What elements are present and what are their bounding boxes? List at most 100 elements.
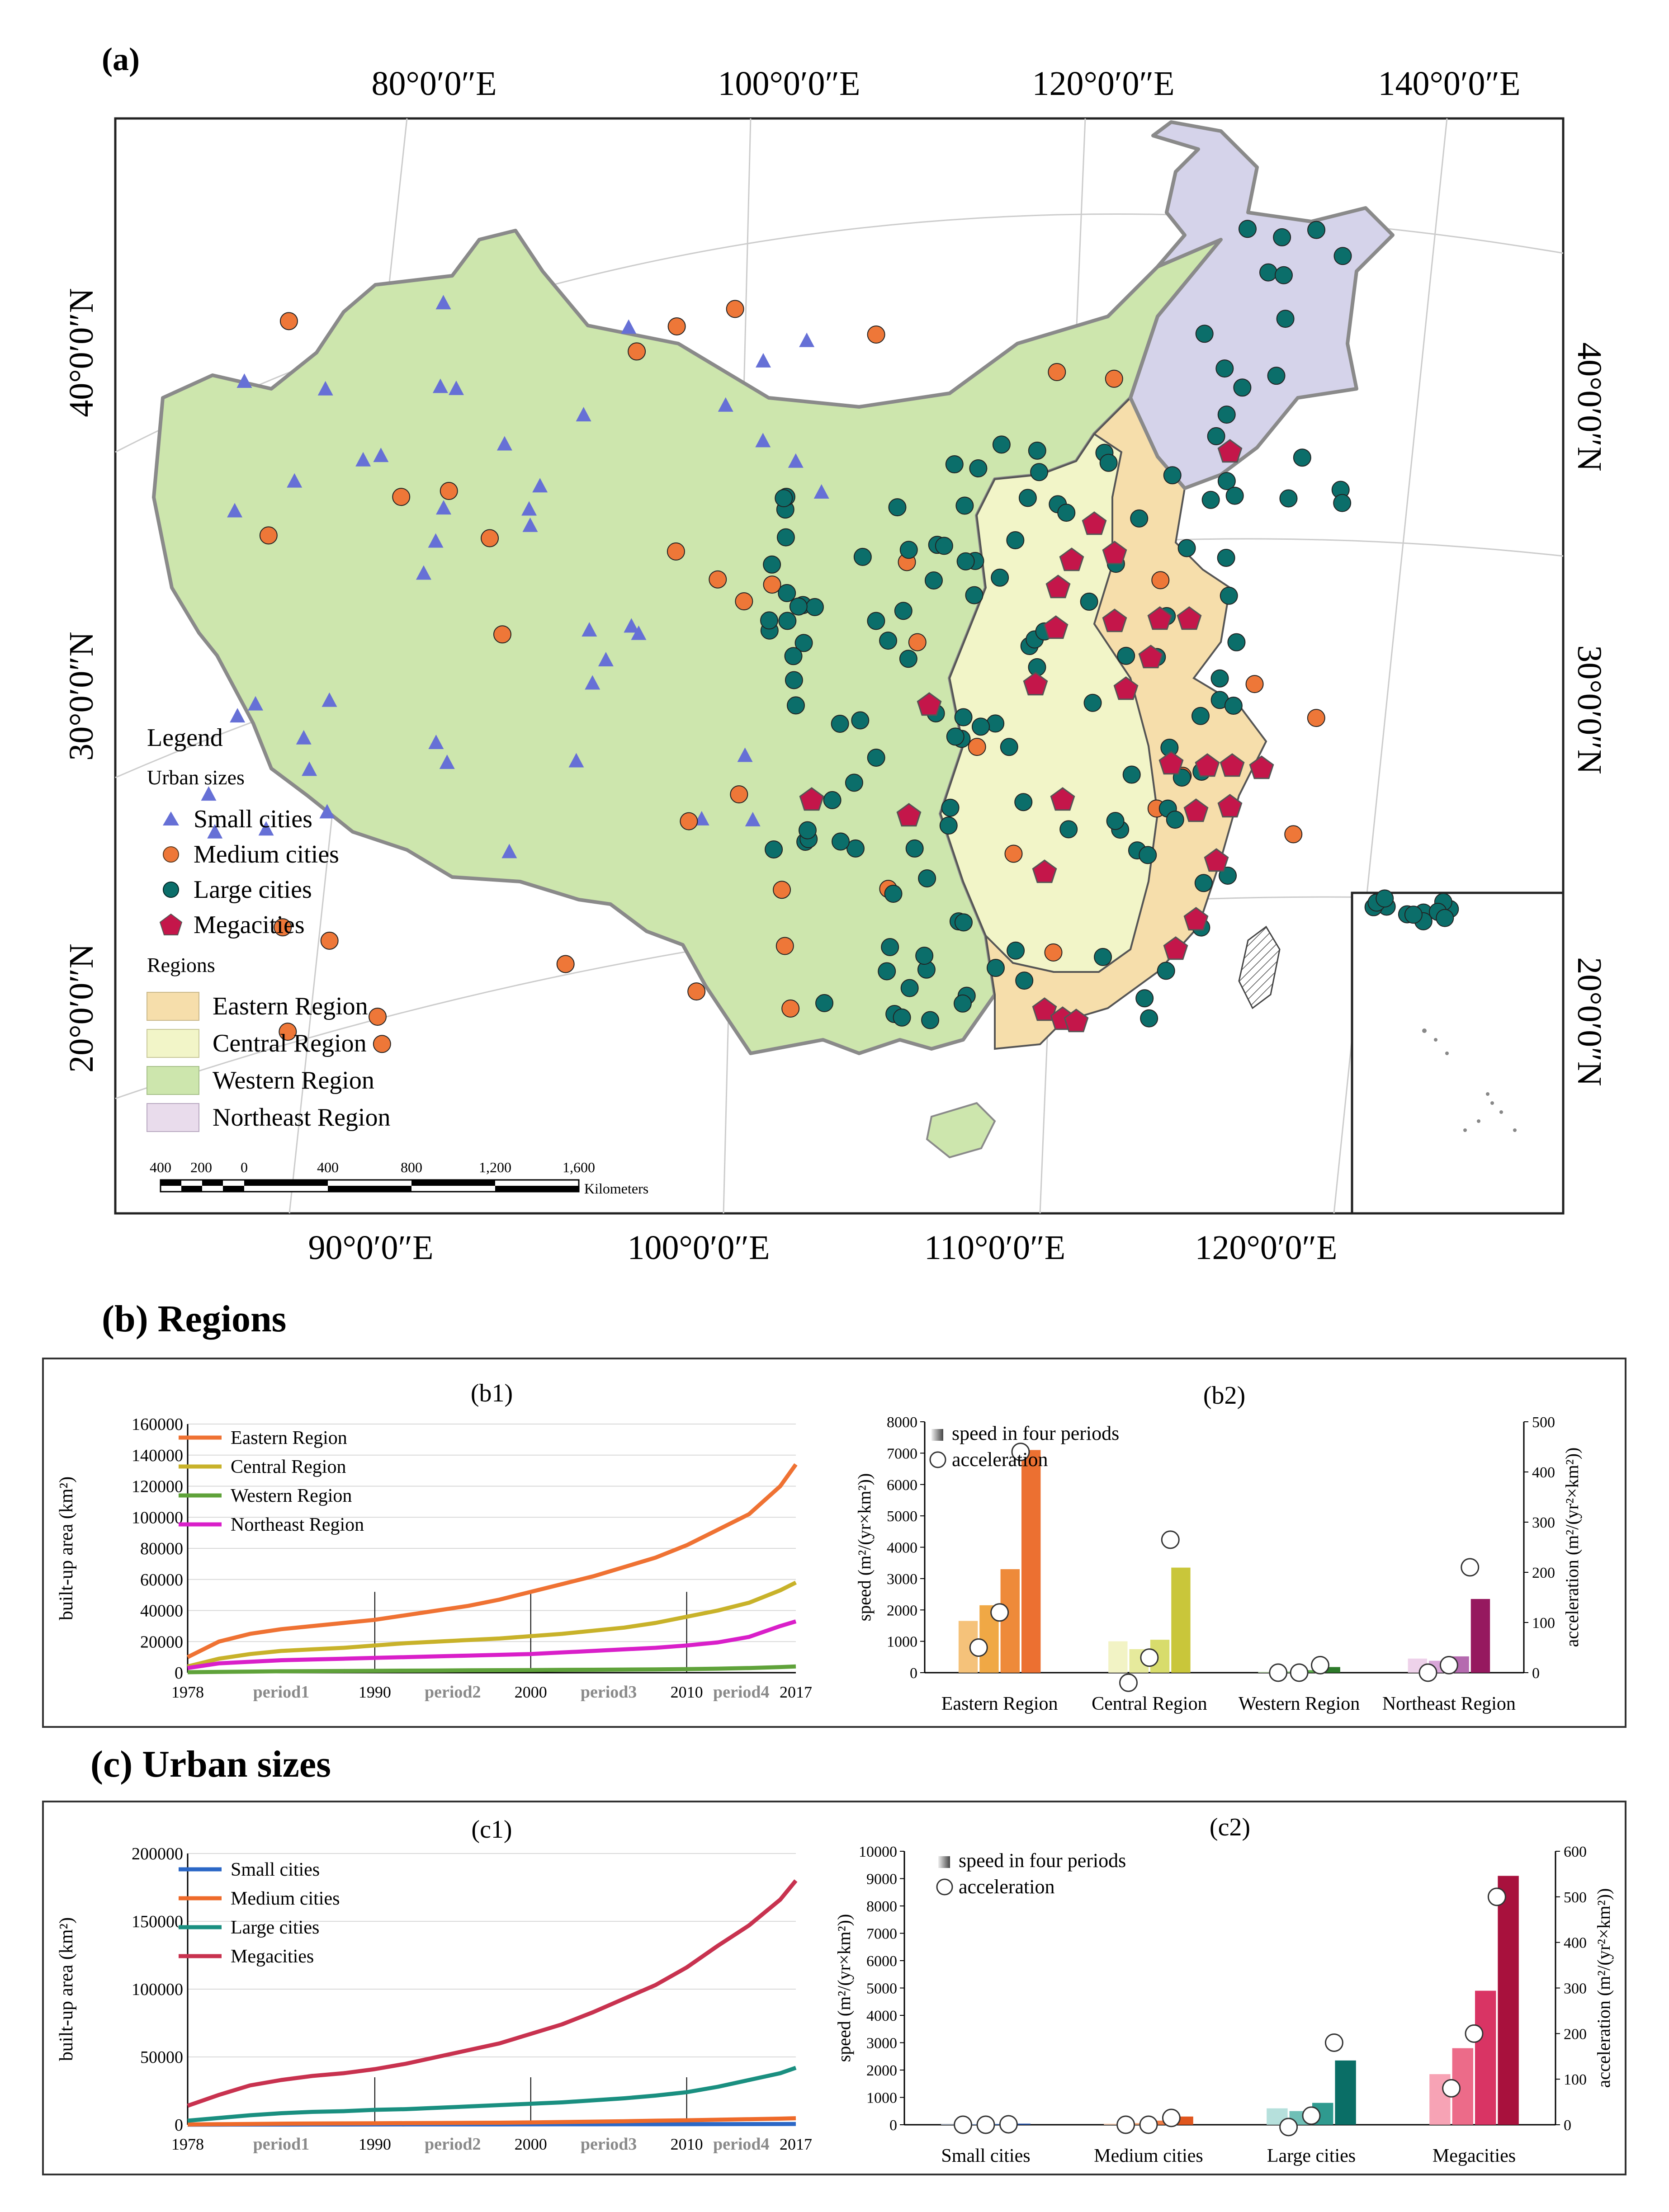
- y-tick-label: 150000: [132, 1912, 183, 1931]
- large-city-marker: [1333, 247, 1352, 265]
- speed-bar: [1021, 1450, 1041, 1673]
- large-city-marker: [915, 947, 934, 965]
- medium-city-marker: [730, 785, 748, 804]
- medium-city-marker: [259, 526, 278, 545]
- speed-bar: [1258, 1671, 1277, 1673]
- medium-city-marker: [968, 738, 986, 756]
- small-city-marker: [813, 484, 829, 499]
- large-city-marker: [775, 489, 793, 508]
- period-label: period1: [253, 1683, 310, 1702]
- scale-tick: 400: [150, 1159, 171, 1175]
- large-city-marker: [778, 584, 796, 602]
- category-label: Western Region: [1239, 1693, 1360, 1714]
- large-city-marker: [905, 839, 924, 858]
- speed-bar: [1279, 1671, 1299, 1673]
- medium-city-marker: [709, 570, 727, 589]
- large-city-marker: [1210, 669, 1229, 688]
- medium-city-marker: [1044, 943, 1063, 962]
- large-city-marker: [1259, 263, 1277, 282]
- speed-bar: [1108, 1641, 1128, 1673]
- y2-tick-label: 400: [1532, 1464, 1555, 1481]
- megacity-marker: [1064, 1009, 1089, 1033]
- medium-city-marker: [667, 542, 685, 561]
- large-city-marker: [846, 839, 865, 858]
- y-tick-label: 0: [175, 2116, 183, 2135]
- taiwan-island: [1238, 925, 1281, 1009]
- megacity-marker: [1032, 997, 1057, 1021]
- right-lat-label: 30°0′0″N: [1570, 645, 1608, 774]
- y-tick-label: 100000: [132, 1508, 183, 1527]
- small-city-marker: [624, 618, 639, 633]
- medium-city-marker: [1245, 675, 1264, 693]
- small-city-marker: [439, 755, 455, 769]
- small-city-marker: [373, 448, 389, 462]
- speed-bar: [1498, 1876, 1519, 2125]
- bottom-lon-label: 90°0′0″E: [308, 1229, 433, 1267]
- y-tick-label: 60000: [140, 1571, 183, 1589]
- large-city-marker: [1215, 359, 1234, 378]
- legend-eastern-region: Eastern Region: [213, 992, 368, 1020]
- speed-bar: [941, 2124, 962, 2125]
- small-city-marker: [322, 692, 337, 707]
- period-label: period4: [713, 1683, 770, 1702]
- medium-city-marker: [556, 955, 575, 973]
- city-markers: [201, 220, 1459, 1053]
- large-city-marker: [1057, 504, 1076, 522]
- legend-eastern-swatch: [147, 992, 199, 1021]
- line-chart-c1: (c1) 0 50000 100000 150000 200000 built-up are…: [56, 1816, 812, 2154]
- medium-city-marker: [320, 931, 339, 950]
- series-line: [187, 2116, 796, 2127]
- speed-bar: [1009, 2123, 1031, 2125]
- category-label: Northeast Region: [1382, 1693, 1516, 1714]
- section-c-frame: [42, 1801, 1626, 2175]
- chart-title: (c2): [1210, 1813, 1250, 1841]
- y2-tick-label: 600: [1564, 1844, 1587, 1860]
- x-tick-label: 2010: [671, 1683, 703, 1701]
- large-city-marker: [1015, 972, 1034, 990]
- legend-label: speed in four periods: [959, 1849, 1126, 1872]
- small-city-marker: [631, 625, 647, 640]
- legend-label: Megacities: [231, 1946, 314, 1967]
- y-tick-label: 6000: [887, 1477, 917, 1494]
- large-city-marker: [763, 555, 781, 574]
- large-city-marker: [899, 541, 918, 559]
- scale-tick: 400: [317, 1159, 339, 1175]
- large-city-marker: [798, 821, 817, 840]
- section-b-frame: [42, 1358, 1626, 1728]
- acceleration-point: [1290, 1663, 1309, 1682]
- medium-city-marker: [726, 300, 744, 318]
- medium-city-marker: [1004, 844, 1023, 863]
- large-city-marker: [851, 711, 870, 730]
- speed-bar: [1300, 1670, 1319, 1673]
- large-city-marker: [918, 869, 936, 888]
- acceleration-point: [1161, 1530, 1180, 1549]
- legend-medium-cities: Medium cities: [194, 840, 339, 868]
- speed-bar: [987, 2124, 1008, 2125]
- megacity-marker: [1195, 753, 1220, 777]
- large-city-marker: [1135, 989, 1154, 1008]
- y-tick-label: 1000: [887, 1634, 917, 1651]
- small-city-marker: [448, 380, 464, 395]
- scale-bar: 400 200 0 400 800 1,200 1,600 Kilometers: [150, 1159, 648, 1197]
- large-city-marker: [965, 586, 983, 604]
- top-lon-label: 80°0′0″E: [371, 65, 496, 103]
- series-line: [187, 1879, 798, 2108]
- large-city-marker: [815, 994, 834, 1012]
- category-label: Megacities: [1433, 2146, 1516, 2166]
- large-city-marker: [1000, 738, 1018, 756]
- small-city-marker: [302, 761, 317, 776]
- left-latitude-labels: 40°0′0″N 30°0′0″N 20°0′0″N: [62, 288, 100, 1073]
- large-city-marker: [954, 913, 973, 932]
- speed-bar: [1126, 2123, 1148, 2125]
- y2-tick-label: 300: [1564, 1981, 1587, 1997]
- acceleration-point: [1162, 2108, 1181, 2127]
- large-city-marker: [899, 650, 917, 668]
- large-city-marker: [991, 568, 1009, 587]
- large-city-marker: [1220, 586, 1238, 605]
- legend-megacities: Megacities: [194, 911, 305, 939]
- y2-tick-label: 500: [1532, 1414, 1555, 1431]
- megacity-marker: [1249, 755, 1274, 779]
- right-latitude-labels: 40°0′0″N 30°0′0″N 20°0′0″N: [1570, 342, 1608, 1086]
- medium-city-marker: [1284, 825, 1303, 844]
- large-city-marker: [1436, 909, 1454, 927]
